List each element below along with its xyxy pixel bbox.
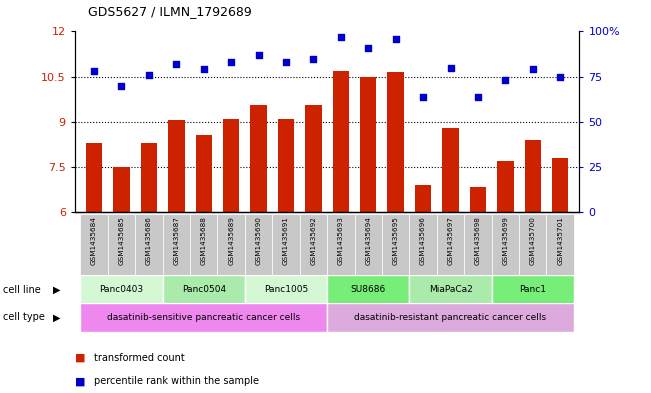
Bar [217, 214, 245, 275]
Bar [190, 214, 217, 275]
Text: GSM1435685: GSM1435685 [118, 216, 124, 265]
Bar [141, 143, 157, 212]
Bar [387, 72, 404, 212]
Bar [519, 214, 546, 275]
Point [473, 94, 483, 100]
Point [500, 77, 510, 83]
Point [445, 64, 456, 71]
Text: GSM1435688: GSM1435688 [201, 216, 207, 265]
Point [89, 68, 99, 74]
Bar [327, 214, 355, 275]
Bar [299, 214, 327, 275]
Bar [245, 214, 272, 275]
Bar [135, 214, 163, 275]
Text: cell type: cell type [3, 312, 45, 322]
Text: Panc1: Panc1 [519, 285, 546, 294]
Text: GSM1435689: GSM1435689 [228, 216, 234, 265]
Point [117, 83, 127, 89]
Text: percentile rank within the sample: percentile rank within the sample [94, 376, 259, 386]
Bar [195, 135, 212, 212]
Bar [223, 119, 240, 212]
Text: GSM1435698: GSM1435698 [475, 216, 481, 265]
Bar [245, 275, 327, 305]
Point [226, 59, 236, 65]
Text: GSM1435691: GSM1435691 [283, 216, 289, 265]
Text: ▶: ▶ [53, 312, 61, 322]
Bar [492, 275, 574, 305]
Bar [360, 77, 376, 212]
Text: SU8686: SU8686 [351, 285, 386, 294]
Bar [409, 214, 437, 275]
Text: GSM1435687: GSM1435687 [173, 216, 179, 265]
Text: GSM1435700: GSM1435700 [530, 216, 536, 265]
Bar [470, 187, 486, 212]
Bar [437, 214, 464, 275]
Bar [251, 105, 267, 212]
Bar [442, 128, 459, 212]
Bar [80, 303, 327, 332]
Point [144, 72, 154, 78]
Bar [80, 214, 108, 275]
Text: transformed count: transformed count [94, 353, 185, 363]
Bar [305, 105, 322, 212]
Bar [327, 275, 409, 305]
Bar [552, 158, 568, 212]
Text: ■: ■ [75, 376, 85, 386]
Bar [113, 167, 130, 212]
Text: GSM1435690: GSM1435690 [256, 216, 262, 265]
Point [308, 55, 318, 62]
Text: Panc0403: Panc0403 [100, 285, 143, 294]
Text: Panc0504: Panc0504 [182, 285, 226, 294]
Bar [382, 214, 409, 275]
Bar [492, 214, 519, 275]
Text: dasatinib-resistant pancreatic cancer cells: dasatinib-resistant pancreatic cancer ce… [354, 313, 547, 322]
Point [253, 52, 264, 58]
Bar [464, 214, 492, 275]
Point [555, 73, 566, 80]
Point [199, 66, 209, 73]
Text: GSM1435699: GSM1435699 [503, 216, 508, 265]
Bar [327, 303, 574, 332]
Bar [163, 214, 190, 275]
Text: ▶: ▶ [53, 285, 61, 295]
Bar [355, 214, 382, 275]
Bar [525, 140, 541, 212]
Point [418, 94, 428, 100]
Bar [86, 143, 102, 212]
Text: GSM1435686: GSM1435686 [146, 216, 152, 265]
Point [171, 61, 182, 67]
Bar [333, 71, 349, 212]
Text: GDS5627 / ILMN_1792689: GDS5627 / ILMN_1792689 [88, 5, 252, 18]
Text: MiaPaCa2: MiaPaCa2 [428, 285, 473, 294]
Text: GSM1435693: GSM1435693 [338, 216, 344, 265]
Text: ■: ■ [75, 353, 85, 363]
Text: Panc1005: Panc1005 [264, 285, 308, 294]
Point [391, 35, 401, 42]
Text: GSM1435695: GSM1435695 [393, 216, 398, 265]
Bar [497, 161, 514, 212]
Point [281, 59, 291, 65]
Bar [278, 119, 294, 212]
Bar [163, 275, 245, 305]
Text: GSM1435701: GSM1435701 [557, 216, 563, 265]
Bar [272, 214, 299, 275]
Bar [80, 275, 163, 305]
Text: GSM1435684: GSM1435684 [91, 216, 97, 265]
Point [336, 34, 346, 40]
Point [363, 44, 374, 51]
Point [527, 66, 538, 73]
Bar [415, 185, 432, 212]
Bar [108, 214, 135, 275]
Text: GSM1435696: GSM1435696 [420, 216, 426, 265]
Text: GSM1435694: GSM1435694 [365, 216, 371, 265]
Bar [168, 120, 184, 212]
Text: GSM1435697: GSM1435697 [447, 216, 454, 265]
Text: dasatinib-sensitive pancreatic cancer cells: dasatinib-sensitive pancreatic cancer ce… [107, 313, 300, 322]
Text: GSM1435692: GSM1435692 [311, 216, 316, 265]
Bar [546, 214, 574, 275]
Bar [409, 275, 492, 305]
Text: cell line: cell line [3, 285, 41, 295]
